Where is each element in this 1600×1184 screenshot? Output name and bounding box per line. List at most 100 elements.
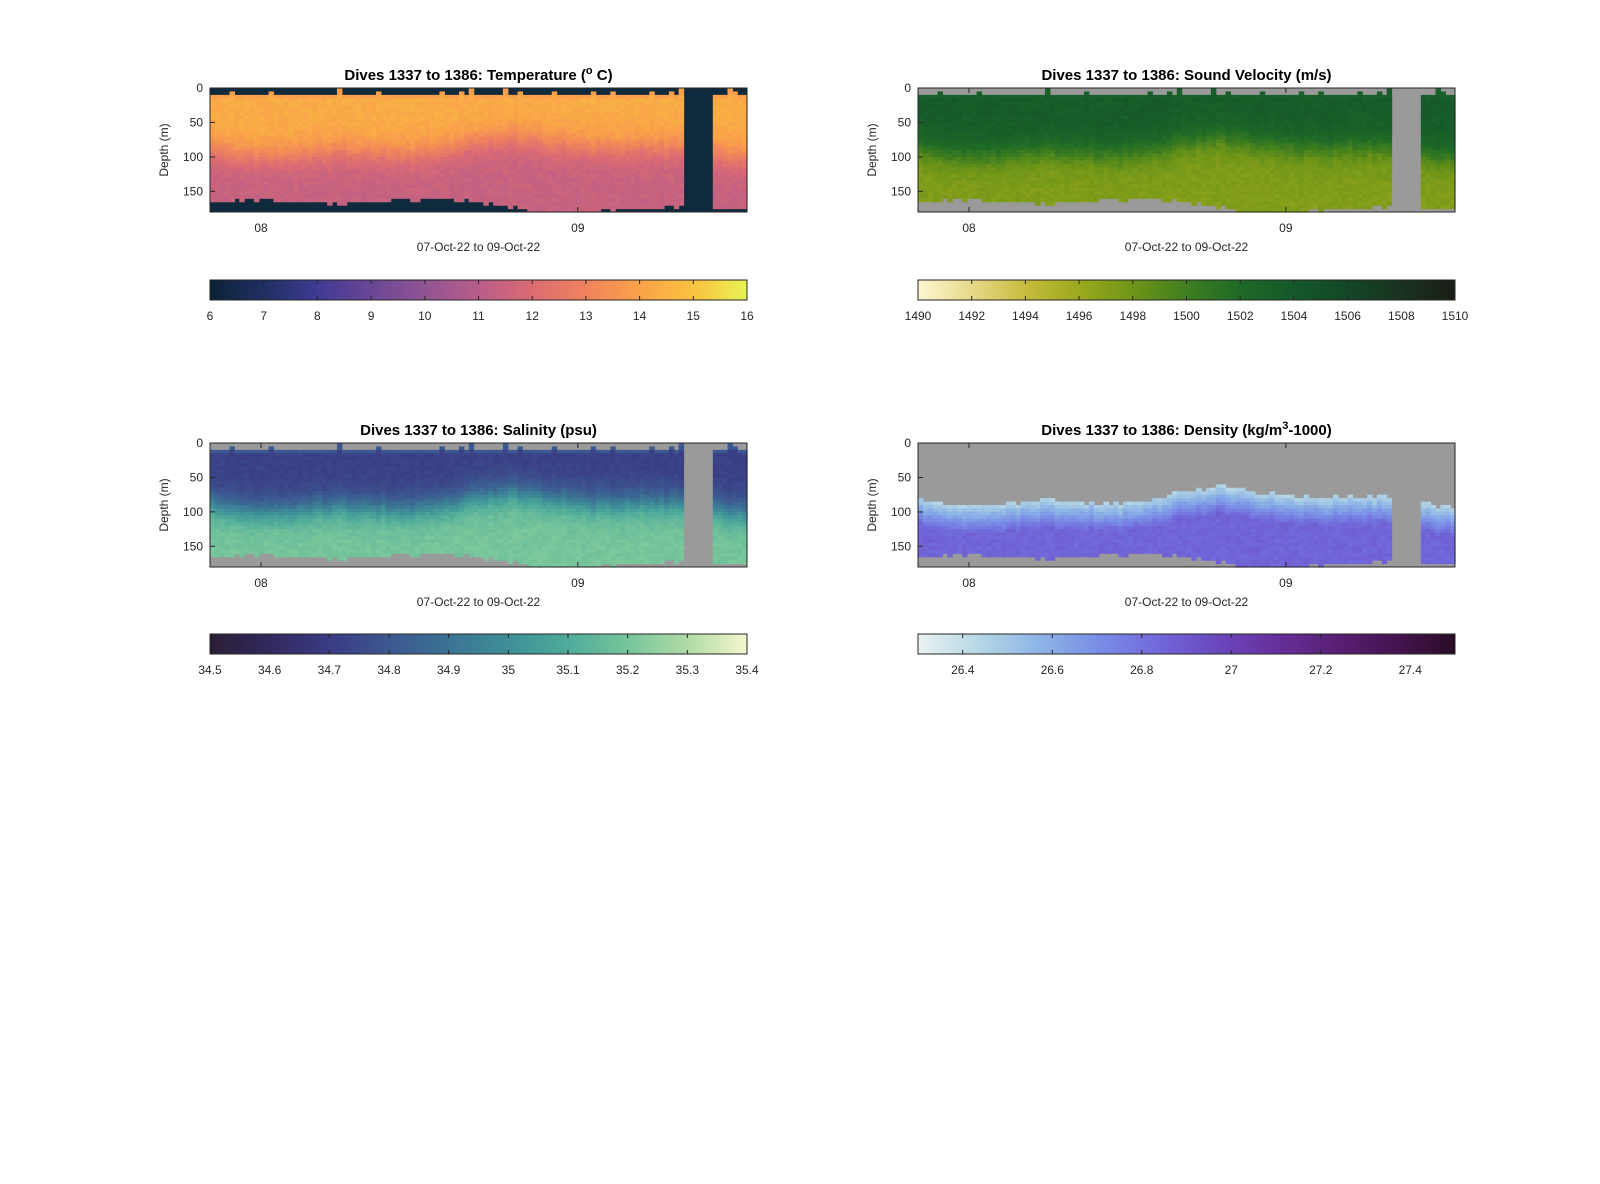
heatmap-cell bbox=[317, 140, 322, 144]
heatmap-cell bbox=[522, 98, 527, 102]
heatmap-cell bbox=[244, 167, 249, 171]
heatmap-cell bbox=[679, 119, 684, 123]
heatmap-cell bbox=[303, 160, 308, 164]
heatmap-cell bbox=[933, 157, 938, 161]
heatmap-cell bbox=[732, 109, 737, 113]
heatmap-cell bbox=[493, 181, 498, 185]
heatmap-cell bbox=[547, 198, 552, 202]
heatmap-cell bbox=[483, 147, 488, 151]
heatmap-cell bbox=[225, 174, 230, 178]
heatmap-cell bbox=[1001, 188, 1006, 192]
heatmap-cell bbox=[337, 119, 342, 123]
heatmap-cell bbox=[1133, 136, 1138, 140]
heatmap-cell bbox=[952, 126, 957, 130]
heatmap-cell bbox=[254, 167, 259, 171]
heatmap-cell bbox=[391, 116, 396, 120]
heatmap-cell bbox=[239, 129, 244, 133]
heatmap-cell bbox=[923, 95, 928, 99]
heatmap-cell bbox=[933, 109, 938, 113]
heatmap-cell bbox=[337, 129, 342, 133]
heatmap-cell bbox=[244, 191, 249, 195]
heatmap-cell bbox=[435, 109, 440, 113]
heatmap-cell bbox=[713, 160, 718, 164]
heatmap-cell bbox=[537, 198, 542, 202]
heatmap-cell bbox=[1060, 174, 1065, 178]
heatmap-cell bbox=[1099, 153, 1104, 157]
heatmap-cell bbox=[561, 95, 566, 99]
heatmap-cell bbox=[659, 129, 664, 133]
heatmap-cell bbox=[1099, 150, 1104, 154]
heatmap-cell bbox=[293, 198, 298, 202]
heatmap-cell bbox=[1001, 174, 1006, 178]
heatmap-cell bbox=[425, 164, 430, 168]
heatmap-cell bbox=[225, 126, 230, 130]
heatmap-cell bbox=[278, 147, 283, 151]
heatmap-cell bbox=[322, 174, 327, 178]
heatmap-cell bbox=[659, 171, 664, 175]
heatmap-cell bbox=[269, 164, 274, 168]
heatmap-cell bbox=[947, 122, 952, 126]
heatmap-cell bbox=[1143, 164, 1148, 168]
heatmap-cell bbox=[537, 109, 542, 113]
heatmap-cell bbox=[1157, 164, 1162, 168]
heatmap-cell bbox=[1011, 191, 1016, 195]
heatmap-cell bbox=[649, 157, 654, 161]
heatmap-cell bbox=[249, 157, 254, 161]
heatmap-cell bbox=[498, 178, 503, 182]
heatmap-cell bbox=[391, 181, 396, 185]
heatmap-cell bbox=[991, 126, 996, 130]
heatmap-cell bbox=[605, 171, 610, 175]
heatmap-cell bbox=[732, 95, 737, 99]
heatmap-cell bbox=[557, 109, 562, 113]
heatmap-cell bbox=[342, 157, 347, 161]
heatmap-cell bbox=[1074, 95, 1079, 99]
heatmap-cell bbox=[610, 195, 615, 199]
heatmap-cell bbox=[1011, 98, 1016, 102]
heatmap-cell bbox=[727, 88, 732, 92]
heatmap-cell bbox=[273, 184, 278, 188]
heatmap-cell bbox=[942, 129, 947, 133]
heatmap-cell bbox=[923, 198, 928, 202]
heatmap-cell bbox=[1113, 150, 1118, 154]
heatmap-cell bbox=[420, 126, 425, 130]
heatmap-cell bbox=[259, 102, 264, 106]
heatmap-cell bbox=[459, 126, 464, 130]
heatmap-cell bbox=[391, 98, 396, 102]
heatmap-cell bbox=[313, 188, 318, 192]
heatmap-cell bbox=[381, 160, 386, 164]
heatmap-cell bbox=[327, 102, 332, 106]
heatmap-cell bbox=[1040, 140, 1045, 144]
heatmap-cell bbox=[225, 105, 230, 109]
heatmap-cell bbox=[601, 167, 606, 171]
heatmap-cell bbox=[1055, 188, 1060, 192]
heatmap-cell bbox=[664, 171, 669, 175]
heatmap-cell bbox=[459, 112, 464, 116]
heatmap-cell bbox=[1147, 143, 1152, 147]
heatmap-cell bbox=[1118, 105, 1123, 109]
heatmap-cell bbox=[713, 95, 718, 99]
heatmap-cell bbox=[264, 164, 269, 168]
heatmap-cell bbox=[576, 205, 581, 209]
heatmap-cell bbox=[234, 122, 239, 126]
heatmap-cell bbox=[303, 174, 308, 178]
heatmap-cell bbox=[625, 157, 630, 161]
heatmap-cell bbox=[1021, 133, 1026, 137]
heatmap-cell bbox=[259, 174, 264, 178]
heatmap-cell bbox=[283, 184, 288, 188]
heatmap-cell bbox=[991, 174, 996, 178]
heatmap-cell bbox=[547, 119, 552, 123]
heatmap-cell bbox=[269, 167, 274, 171]
heatmap-cell bbox=[405, 160, 410, 164]
heatmap-cell bbox=[1084, 198, 1089, 202]
heatmap-cell bbox=[264, 109, 269, 113]
heatmap-cell bbox=[566, 191, 571, 195]
heatmap-cell bbox=[405, 147, 410, 151]
heatmap-cell bbox=[654, 205, 659, 209]
heatmap-cell bbox=[293, 140, 298, 144]
heatmap-cell bbox=[938, 102, 943, 106]
heatmap-cell bbox=[1060, 129, 1065, 133]
heatmap-cell bbox=[425, 116, 430, 120]
heatmap-cell bbox=[571, 202, 576, 206]
heatmap-cell bbox=[640, 136, 645, 140]
heatmap-cell bbox=[259, 153, 264, 157]
